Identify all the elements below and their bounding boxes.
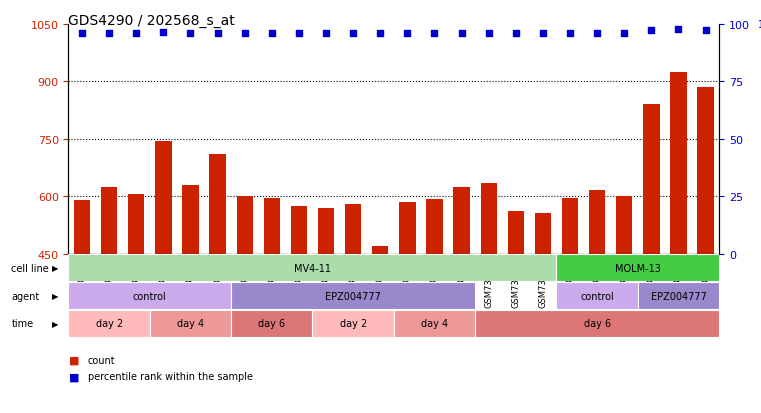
Bar [556,282,638,309]
Point [510,31,522,37]
Bar [589,191,605,413]
Bar [68,310,150,337]
Point [184,31,196,37]
Bar [697,88,714,413]
Text: day 2: day 2 [339,318,367,329]
Point [537,31,549,37]
Bar [318,208,334,413]
Text: cell line: cell line [11,263,49,273]
Text: EPZ004777: EPZ004777 [651,291,706,301]
Text: ▶: ▶ [52,319,58,328]
Bar [643,105,660,413]
Point [428,31,441,37]
Bar [68,255,556,282]
Text: MV4-11: MV4-11 [294,263,331,273]
Bar [454,187,470,413]
Text: GDS4290 / 202568_s_at: GDS4290 / 202568_s_at [68,14,235,28]
Point [76,31,88,37]
Bar [400,202,416,413]
Point [699,27,712,34]
Bar [74,200,90,413]
Text: ■: ■ [68,355,79,365]
Text: count: count [88,355,115,365]
Text: time: time [11,318,33,329]
Text: day 4: day 4 [177,318,204,329]
Text: day 2: day 2 [96,318,123,329]
Text: EPZ004777: EPZ004777 [325,291,381,301]
Bar [372,246,388,413]
Bar [231,282,475,309]
Point [293,31,305,37]
Point [456,31,468,37]
Bar [183,185,199,413]
Text: control: control [133,291,167,301]
Text: control: control [581,291,614,301]
Point [618,31,630,37]
Point [130,31,142,37]
Bar [68,282,231,309]
Point [158,29,170,36]
Text: day 4: day 4 [421,318,448,329]
Bar [128,195,145,413]
Point [239,31,251,37]
Bar [101,187,117,413]
Bar [264,199,280,413]
Text: ■: ■ [68,371,79,381]
Bar [394,310,475,337]
Bar [481,183,497,413]
Bar [556,255,719,282]
Bar [535,214,551,413]
Bar [313,310,394,337]
Point [645,27,658,34]
Point [347,31,359,38]
Point [401,31,413,37]
Bar [508,212,524,413]
Bar [638,282,719,309]
Bar [616,197,632,413]
Text: percentile rank within the sample: percentile rank within the sample [88,371,253,381]
Text: day 6: day 6 [584,318,611,329]
Point [564,31,576,37]
Text: day 6: day 6 [258,318,285,329]
Point [320,31,332,37]
Text: ▶: ▶ [52,292,58,300]
Bar [150,310,231,337]
Bar [345,204,361,413]
Point [212,31,224,37]
Bar [209,154,226,413]
Bar [670,73,686,413]
Text: 100%: 100% [758,20,761,30]
Text: MOLM-13: MOLM-13 [615,263,661,273]
Bar [155,141,171,413]
Text: agent: agent [11,291,40,301]
Bar [231,310,313,337]
Point [673,26,685,33]
Point [482,31,495,37]
Bar [562,199,578,413]
Bar [237,197,253,413]
Point [374,31,387,37]
Bar [291,206,307,413]
Point [591,31,603,37]
Text: ▶: ▶ [52,264,58,273]
Point [266,31,278,37]
Point [103,31,115,37]
Bar [426,199,443,413]
Bar [475,310,719,337]
